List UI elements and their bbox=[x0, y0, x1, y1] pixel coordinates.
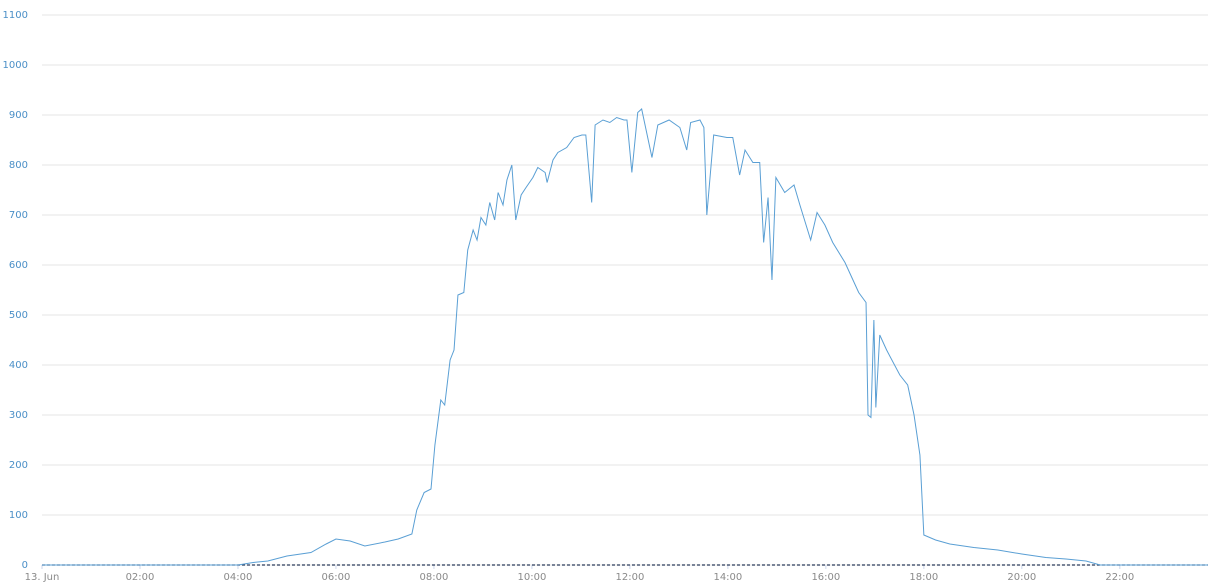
data-line bbox=[42, 108, 1208, 566]
y-tick-label: 600 bbox=[9, 260, 28, 271]
x-tick-label: 13. Jun bbox=[25, 572, 60, 582]
y-tick-label: 100 bbox=[9, 510, 28, 521]
x-tick-label: 04:00 bbox=[224, 572, 253, 582]
x-tick-label: 08:00 bbox=[420, 572, 449, 582]
x-tick-label: 22:00 bbox=[1105, 572, 1134, 582]
x-tick-label: 12:00 bbox=[615, 572, 644, 582]
x-tick-label: 18:00 bbox=[909, 572, 938, 582]
y-tick-label: 0 bbox=[22, 560, 28, 571]
x-tick-label: 14:00 bbox=[713, 572, 742, 582]
x-tick-label: 16:00 bbox=[811, 572, 840, 582]
x-tick-label: 02:00 bbox=[126, 572, 155, 582]
y-tick-label: 1000 bbox=[3, 60, 28, 71]
x-tick-label: 10:00 bbox=[518, 572, 547, 582]
y-tick-label: 300 bbox=[9, 410, 28, 421]
y-tick-label: 200 bbox=[9, 460, 28, 471]
x-tick-label: 20:00 bbox=[1007, 572, 1036, 582]
y-tick-label: 700 bbox=[9, 210, 28, 221]
x-tick-label: 06:00 bbox=[322, 572, 351, 582]
y-tick-label: 800 bbox=[9, 160, 28, 171]
y-tick-label: 900 bbox=[9, 110, 28, 121]
y-tick-label: 400 bbox=[9, 360, 28, 371]
y-tick-label: 500 bbox=[9, 310, 28, 321]
y-tick-label: 1100 bbox=[3, 10, 28, 21]
